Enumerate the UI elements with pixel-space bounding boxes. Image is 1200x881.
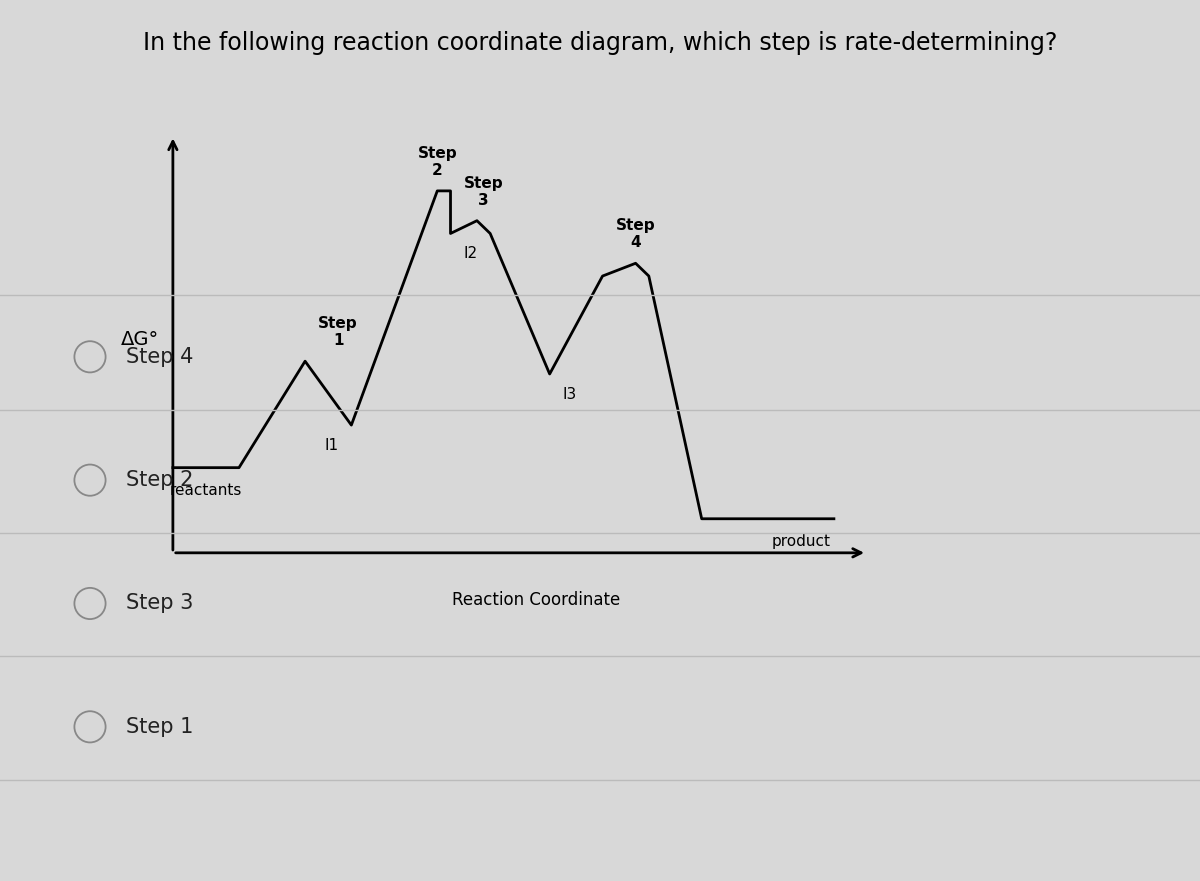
Text: Step 4: Step 4	[126, 347, 193, 366]
Text: Step
1: Step 1	[318, 316, 358, 349]
Text: Step 3: Step 3	[126, 594, 193, 613]
Text: ΔG°: ΔG°	[121, 330, 158, 350]
Text: reactants: reactants	[169, 483, 242, 498]
Text: product: product	[772, 534, 830, 549]
Text: Reaction Coordinate: Reaction Coordinate	[452, 590, 620, 609]
Text: I3: I3	[563, 387, 577, 402]
Text: Step 1: Step 1	[126, 717, 193, 737]
Text: Step
4: Step 4	[616, 218, 655, 250]
Text: Step 2: Step 2	[126, 470, 193, 490]
Text: Step
2: Step 2	[418, 145, 457, 178]
Text: In the following reaction coordinate diagram, which step is rate-determining?: In the following reaction coordinate dia…	[143, 31, 1057, 55]
Text: I1: I1	[324, 438, 338, 453]
Text: I2: I2	[463, 247, 478, 262]
Text: Step
3: Step 3	[463, 175, 503, 208]
